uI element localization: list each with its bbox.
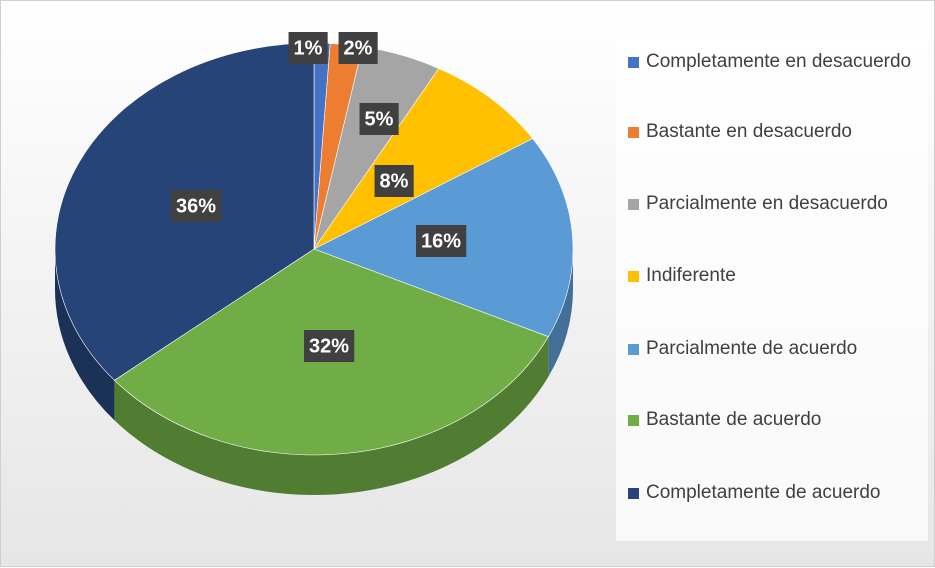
data-label: 5%: [359, 103, 399, 135]
legend-label: Indiferente: [646, 265, 736, 286]
legend-label: Completamente de acuerdo: [646, 482, 881, 503]
label-box: [288, 32, 328, 64]
label-box: [374, 165, 414, 197]
slice-side: [548, 249, 573, 377]
slice-side: [55, 249, 115, 421]
legend-item: Parcialmente en desacuerdo: [624, 189, 924, 219]
legend-item: Parcialmente de acuerdo: [624, 334, 924, 364]
label-text: 8%: [380, 170, 409, 192]
legend: Completamente en desacuerdo Bastante en d…: [616, 37, 928, 541]
legend-swatch: [628, 488, 639, 499]
legend-item: Bastante en desacuerdo: [624, 117, 924, 147]
legend-item: Completamente de acuerdo: [624, 478, 924, 508]
legend-swatch: [628, 344, 639, 355]
legend-label: Bastante en desacuerdo: [646, 121, 852, 142]
data-label: 36%: [170, 190, 222, 222]
label-box: [359, 103, 399, 135]
label-box: [415, 225, 467, 257]
legend-label: Bastante de acuerdo: [646, 409, 822, 430]
label-box: [338, 32, 378, 64]
legend-swatch: [628, 199, 639, 210]
label-text: 1%: [294, 37, 323, 59]
data-label: 16%: [415, 225, 467, 257]
legend-swatch: [628, 415, 639, 426]
legend-item: Completamente en desacuerdo: [624, 47, 924, 77]
legend-swatch: [628, 127, 639, 138]
legend-swatch: [628, 57, 639, 68]
data-label: 2%: [338, 32, 378, 64]
label-text: 36%: [176, 195, 216, 217]
label-text: 16%: [421, 230, 461, 252]
label-text: 5%: [365, 108, 394, 130]
label-text: 32%: [309, 335, 349, 357]
label-box: [303, 330, 355, 362]
legend-item: Indiferente: [624, 261, 924, 291]
slice: [313, 68, 534, 250]
data-label: 32%: [303, 330, 355, 362]
legend-label: Completamente en desacuerdo: [646, 51, 912, 72]
legend-item: Bastante de acuerdo: [624, 405, 924, 435]
label-box: [170, 190, 222, 222]
legend-label: Parcialmente en desacuerdo: [646, 193, 888, 214]
legend-label: Parcialmente de acuerdo: [646, 338, 858, 359]
data-label: 1%: [288, 32, 328, 64]
legend-swatch: [628, 271, 639, 282]
label-text: 2%: [344, 37, 373, 59]
slice-side: [114, 336, 549, 496]
data-label: 8%: [374, 165, 414, 197]
